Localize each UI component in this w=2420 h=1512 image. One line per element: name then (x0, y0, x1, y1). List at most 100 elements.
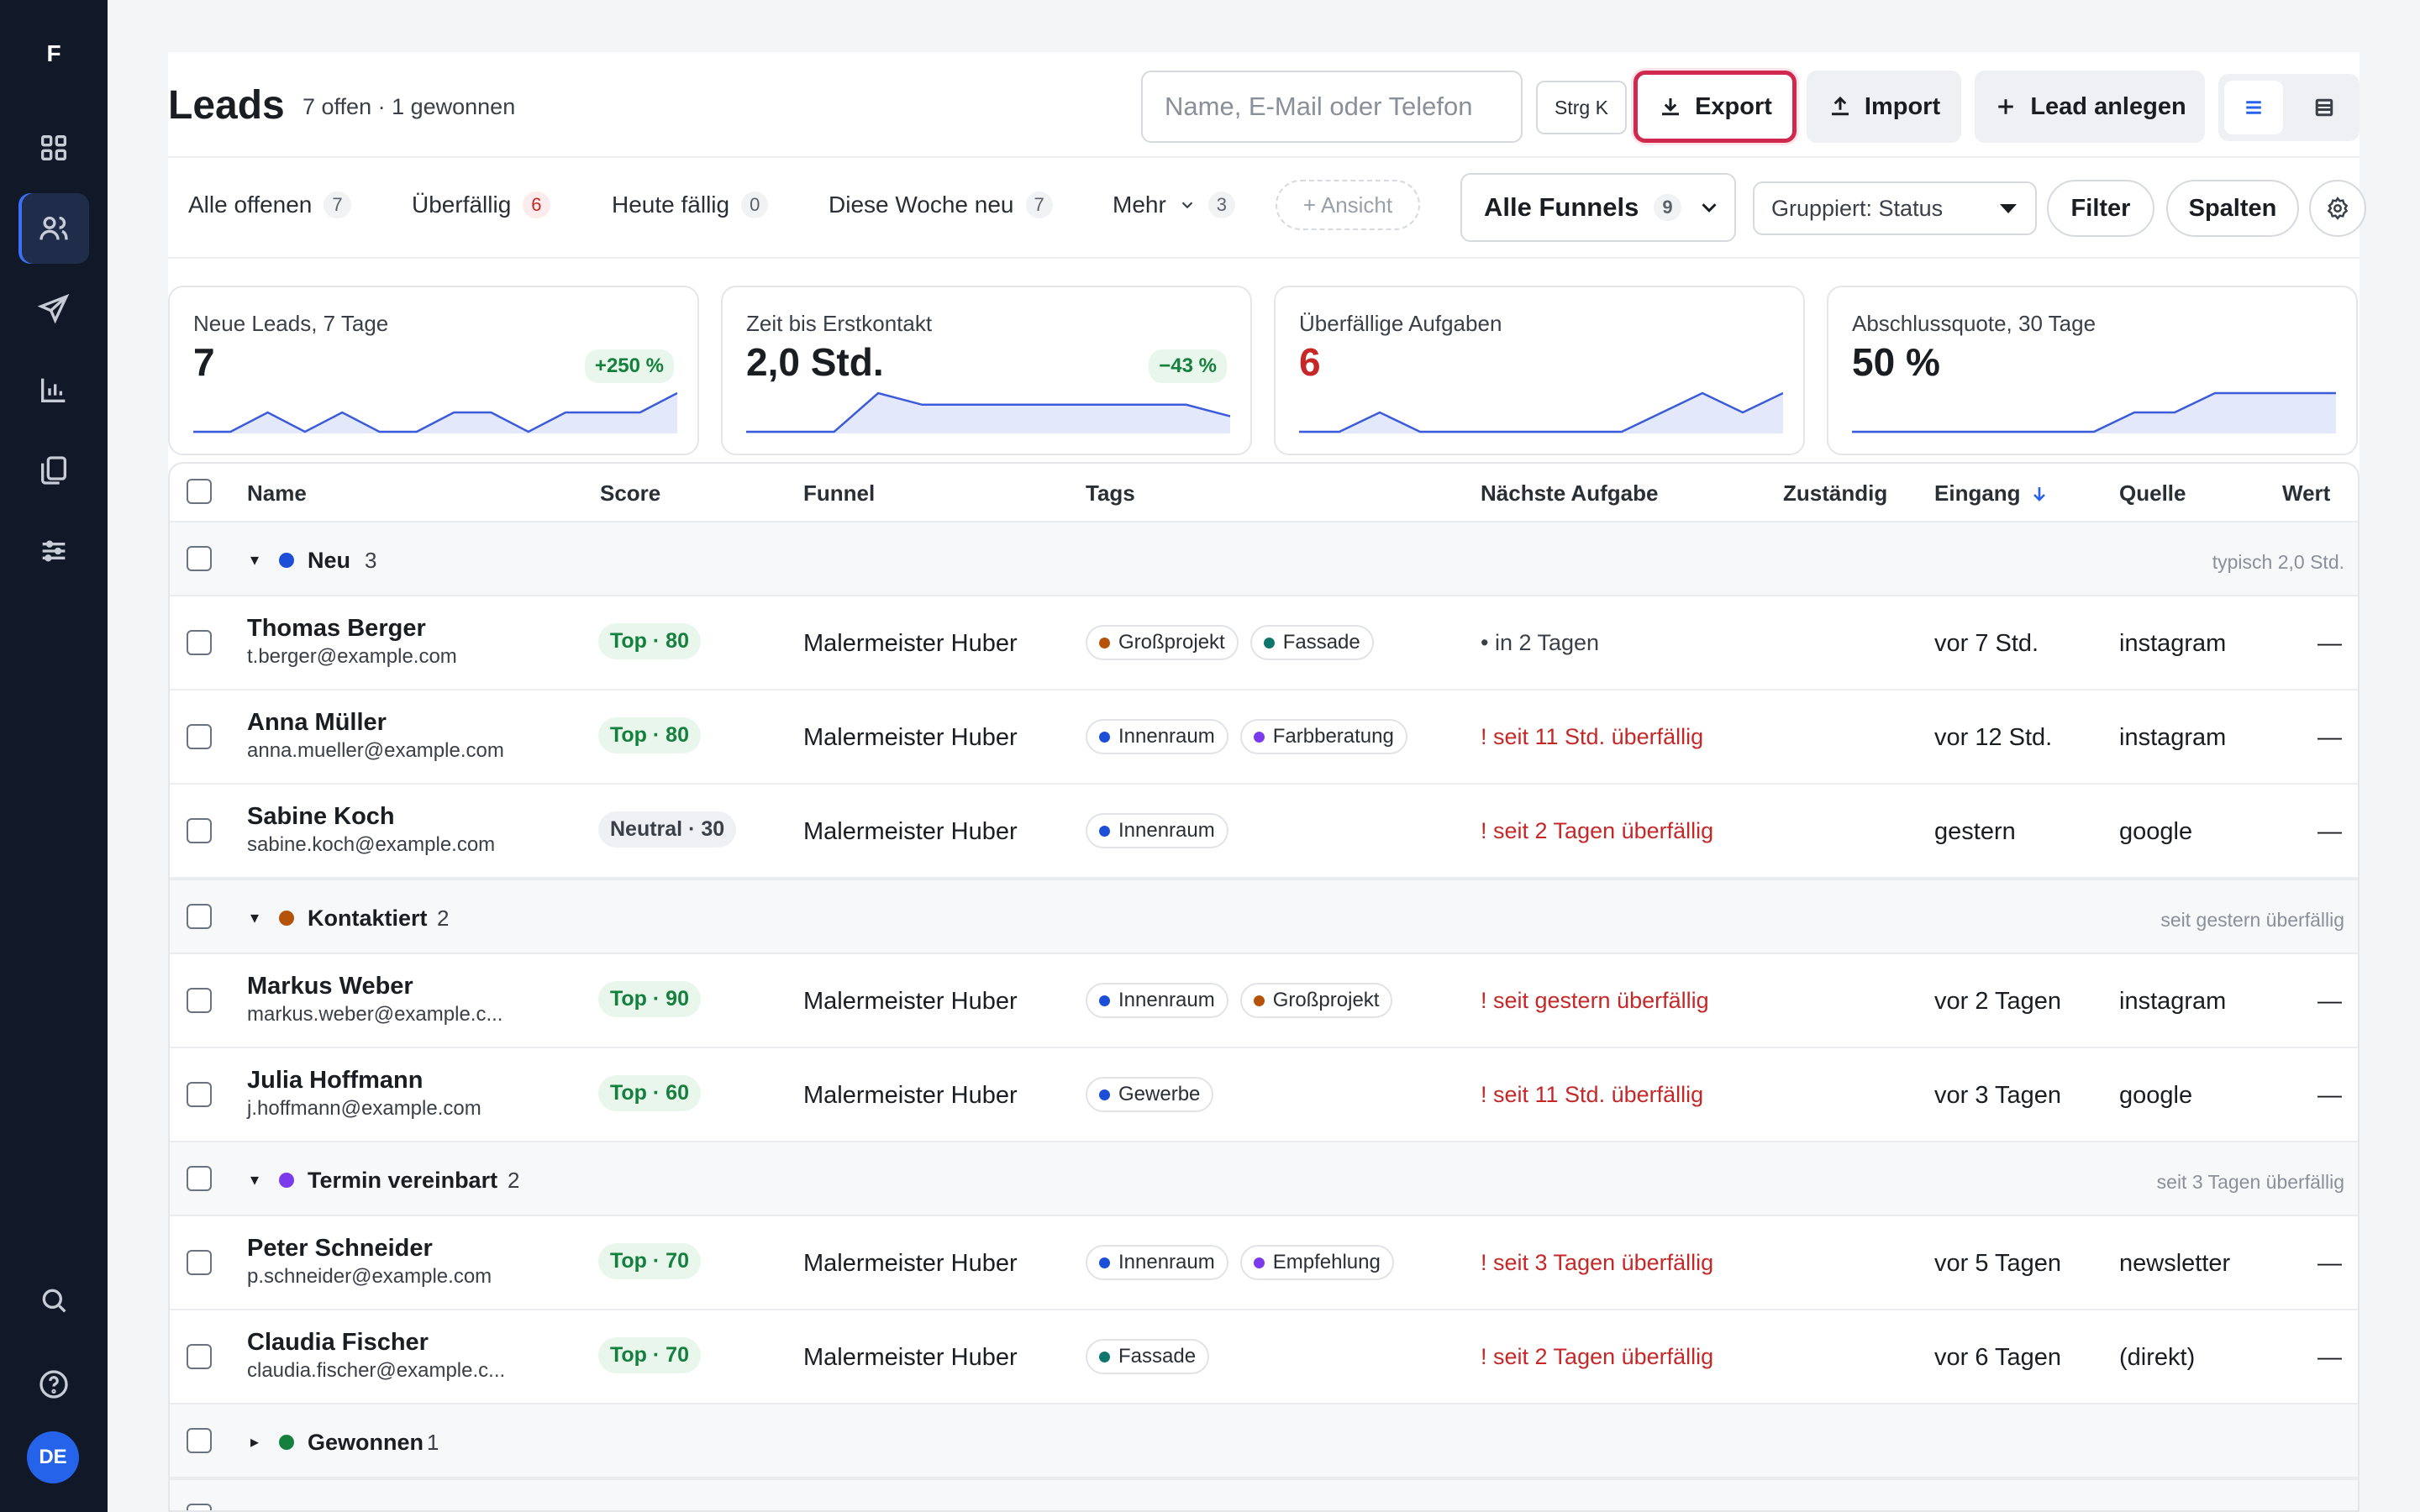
columns-button[interactable]: Spalten (2166, 180, 2299, 237)
caret-right-icon[interactable]: ▸ (250, 1433, 260, 1452)
board-view-button[interactable] (2295, 81, 2354, 134)
tag-chip[interactable]: Großprojekt (1086, 625, 1239, 660)
lead-name[interactable]: Claudia Fischer (247, 1329, 429, 1356)
row-checkbox[interactable] (187, 1344, 212, 1369)
group-checkbox[interactable] (187, 1428, 212, 1453)
col-owner[interactable]: Zuständig (1783, 480, 1888, 506)
nav-dashboard[interactable] (18, 113, 89, 183)
next-task[interactable]: ! seit 11 Std. überfällig (1481, 1082, 1704, 1107)
row-checkbox[interactable] (187, 630, 212, 655)
group-checkbox[interactable] (187, 546, 212, 571)
import-button[interactable]: Import (1807, 71, 1961, 143)
group-checkbox[interactable] (187, 1166, 212, 1191)
caret-down-icon[interactable]: ▾ (250, 1171, 260, 1189)
group-by-select[interactable]: Gruppiert: Status (1753, 181, 2037, 235)
lead-name[interactable]: Anna Müller (247, 709, 387, 736)
next-task[interactable]: • in 2 Tagen (1481, 630, 1600, 655)
row-checkbox[interactable] (187, 818, 212, 843)
group-header[interactable]: ▾ Neu 3 typisch 2,0 Std. (170, 521, 2358, 596)
search-input[interactable] (1141, 71, 1523, 143)
tag-chip[interactable]: Fassade (1249, 625, 1374, 660)
table-row[interactable]: Peter Schneider p.schneider@example.com … (170, 1216, 2358, 1310)
table-row[interactable]: Julia Hoffmann j.hoffmann@example.com To… (170, 1048, 2358, 1142)
lead-name[interactable]: Julia Hoffmann (247, 1067, 424, 1094)
filter-button[interactable]: Filter (2047, 180, 2154, 237)
group-hint: seit 3 Tagen überfällig (2156, 1171, 2344, 1193)
table-row[interactable]: Claudia Fischer claudia.fischer@example.… (170, 1310, 2358, 1404)
lead-name[interactable]: Thomas Berger (247, 615, 426, 642)
row-checkbox[interactable] (187, 1082, 212, 1107)
caret-down-icon[interactable]: ▾ (250, 909, 260, 927)
nav-search[interactable] (18, 1265, 89, 1336)
kpi-sparkline (193, 391, 677, 433)
kpi-value: 7 (193, 340, 215, 384)
kpi-card: Zeit bis Erstkontakt 2,0 Std. −43 % (721, 286, 1252, 455)
col-source[interactable]: Quelle (2119, 480, 2186, 506)
eingang-cell: gestern (1934, 818, 2016, 845)
add-view-button[interactable]: + Ansicht (1276, 180, 1420, 230)
row-checkbox[interactable] (187, 724, 212, 749)
table-row[interactable]: Anna Müller anna.mueller@example.com Top… (170, 690, 2358, 785)
table-row[interactable]: Markus Weber markus.weber@example.c... T… (170, 954, 2358, 1048)
export-label: Export (1695, 92, 1772, 120)
col-tags[interactable]: Tags (1086, 480, 1135, 506)
table-row[interactable]: Sabine Koch sabine.koch@example.com Neut… (170, 785, 2358, 879)
avatar[interactable]: DE (27, 1431, 79, 1483)
tab-heute-faellig[interactable]: Heute fällig 0 (612, 192, 769, 218)
source-cell: newsletter (2119, 1250, 2231, 1277)
tag-chip[interactable]: Farbberatung (1239, 719, 1407, 754)
col-eingang[interactable]: Eingang (1934, 480, 2049, 507)
tag-chip[interactable]: Empfehlung (1239, 1245, 1394, 1280)
next-task[interactable]: ! seit 2 Tagen überfällig (1481, 818, 1714, 843)
tag-chip[interactable]: Innenraum (1086, 983, 1228, 1018)
list-view-button[interactable] (2224, 81, 2283, 134)
eingang-cell: vor 7 Std. (1934, 630, 2039, 657)
nav-documents[interactable] (18, 435, 89, 506)
group-checkbox[interactable] (187, 1504, 212, 1510)
source-cell: (direkt) (2119, 1344, 2196, 1371)
tag-chip[interactable]: Großprojekt (1239, 983, 1393, 1018)
lead-name[interactable]: Peter Schneider (247, 1235, 433, 1262)
tag-chip[interactable]: Gewerbe (1086, 1077, 1214, 1112)
next-task[interactable]: ! seit 2 Tagen überfällig (1481, 1344, 1714, 1369)
select-all-checkbox[interactable] (187, 479, 212, 504)
next-task[interactable]: ! seit 11 Std. überfällig (1481, 724, 1704, 749)
nav-help[interactable] (18, 1349, 89, 1420)
tag-chip[interactable]: Innenraum (1086, 719, 1228, 754)
group-header[interactable] (170, 1478, 2358, 1510)
tab-diese-woche-neu[interactable]: Diese Woche neu 7 (829, 192, 1053, 218)
row-checkbox[interactable] (187, 988, 212, 1013)
col-value[interactable]: Wert (2282, 480, 2331, 506)
group-label: Termin vereinbart (308, 1168, 498, 1193)
next-task[interactable]: ! seit 3 Tagen überfällig (1481, 1250, 1714, 1275)
tag-label: Gewerbe (1118, 1083, 1201, 1105)
group-checkbox[interactable] (187, 904, 212, 929)
caret-down-icon[interactable]: ▾ (250, 551, 260, 570)
col-task[interactable]: Nächste Aufgabe (1481, 480, 1659, 506)
tab-alle-offenen[interactable]: Alle offenen 7 (188, 192, 351, 218)
col-funnel[interactable]: Funnel (803, 480, 876, 506)
lead-name[interactable]: Sabine Koch (247, 803, 395, 830)
next-task[interactable]: ! seit gestern überfällig (1481, 988, 1709, 1013)
create-lead-button[interactable]: Lead anlegen (1975, 71, 2205, 143)
col-name[interactable]: Name (247, 480, 307, 506)
table-row[interactable]: Thomas Berger t.berger@example.com Top ·… (170, 596, 2358, 690)
tag-chip[interactable]: Innenraum (1086, 813, 1228, 848)
funnel-select[interactable]: Alle Funnels 9 (1460, 173, 1736, 242)
row-checkbox[interactable] (187, 1250, 212, 1275)
nav-campaigns[interactable] (18, 274, 89, 344)
nav-leads[interactable] (18, 193, 89, 264)
lead-name[interactable]: Markus Weber (247, 973, 413, 1000)
col-score[interactable]: Score (600, 480, 661, 506)
group-header[interactable]: ▸ Gewonnen 1 (170, 1403, 2358, 1478)
tag-chip[interactable]: Fassade (1086, 1339, 1210, 1374)
group-header[interactable]: ▾ Termin vereinbart 2 seit 3 Tagen überf… (170, 1141, 2358, 1216)
settings-button[interactable] (2309, 180, 2366, 237)
nav-settings[interactable] (18, 516, 89, 586)
tag-chip[interactable]: Innenraum (1086, 1245, 1228, 1280)
group-header[interactable]: ▾ Kontaktiert 2 seit gestern überfällig (170, 879, 2358, 954)
tab-ueberfaellig[interactable]: Überfällig 6 (412, 192, 550, 218)
nav-reports[interactable] (18, 354, 89, 425)
export-button[interactable]: Export (1634, 71, 1797, 143)
tab-mehr[interactable]: Mehr 3 (1113, 192, 1236, 218)
